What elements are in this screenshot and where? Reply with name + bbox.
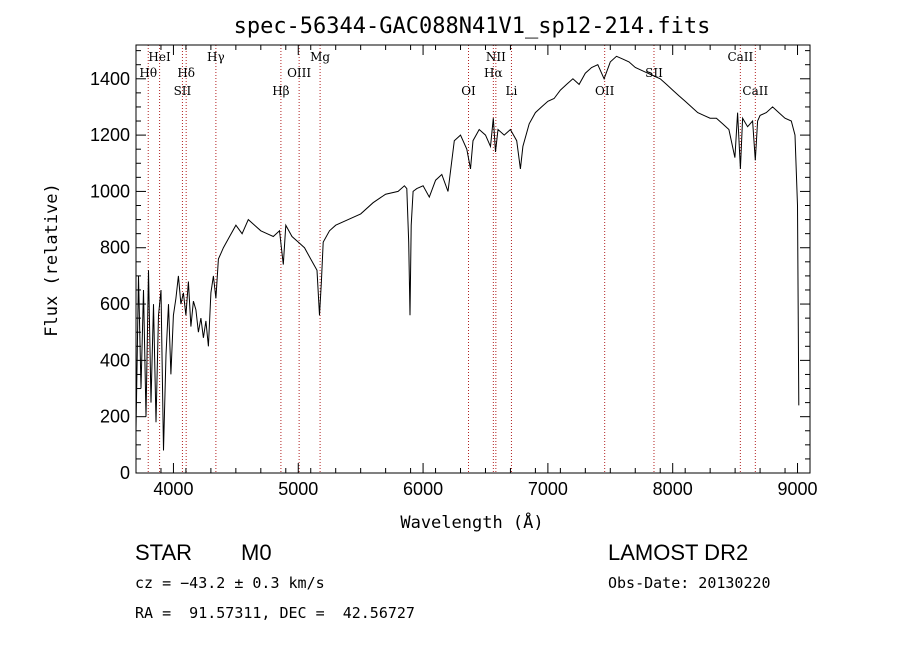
spectral-label-11: Li (506, 84, 518, 98)
spectral-line-markers (147, 45, 756, 473)
spectral-label-1: HeI (148, 50, 171, 64)
y-tick-label-6: 1200 (90, 125, 130, 145)
spectral-label-3: SII (174, 84, 192, 98)
spectral-label-2: Hδ (177, 66, 195, 80)
spectrum-series (135, 55, 800, 451)
x-tick-label-4: 8000 (653, 479, 693, 499)
spectral-label-5: Hβ (272, 84, 289, 98)
axis-ticks: 4000 5000 6000 7000 8000 9000 0 200 400 600 800 100… (90, 45, 818, 499)
x-tick-label-0: 4000 (153, 479, 193, 499)
x-tick-label-5: 9000 (777, 479, 817, 499)
object-subclass: M0 (241, 540, 272, 565)
redshift-velocity: cz = −43.2 ± 0.3 km/s (135, 574, 325, 592)
spectral-label-9: NII (486, 50, 506, 64)
plot-frame (135, 44, 811, 474)
survey-name: LAMOST DR2 (608, 540, 749, 565)
spectral-label-10: Hα (484, 66, 503, 80)
y-tick-label-5: 1000 (90, 181, 130, 201)
y-tick-label-4: 800 (100, 238, 130, 258)
sky-coordinates: RA = 91.57311, DEC = 42.56727 (135, 604, 415, 622)
object-class: STAR (135, 540, 193, 565)
chart-title: spec-56344-GAC088N41V1_sp12-214.fits (234, 14, 711, 39)
spectral-label-15: CaII (742, 84, 768, 98)
y-axis-label: Flux (relative) (42, 183, 62, 337)
y-tick-label-1: 200 (100, 407, 130, 427)
y-tick-label-2: 400 (100, 350, 130, 370)
spectral-label-6: OIII (287, 66, 311, 80)
spectral-label-7: Mg (310, 50, 330, 64)
x-tick-label-2: 6000 (403, 479, 443, 499)
y-tick-label-7: 1400 (90, 69, 130, 89)
spectral-label-13: SII (645, 66, 663, 80)
spectral-label-4: Hγ (207, 50, 225, 64)
spectral-label-8: OI (461, 84, 476, 98)
observation-date: Obs-Date: 20130220 (608, 574, 771, 592)
spectral-label-12: OII (595, 84, 615, 98)
x-tick-label-3: 7000 (528, 479, 568, 499)
spectral-label-0: Hθ (139, 66, 157, 80)
x-tick-label-1: 5000 (278, 479, 318, 499)
y-tick-label-3: 600 (100, 294, 130, 314)
x-axis-label: Wavelength (Å) (400, 511, 543, 533)
y-tick-label-0: 0 (120, 463, 130, 483)
spectral-label-14: CaII (727, 50, 753, 64)
